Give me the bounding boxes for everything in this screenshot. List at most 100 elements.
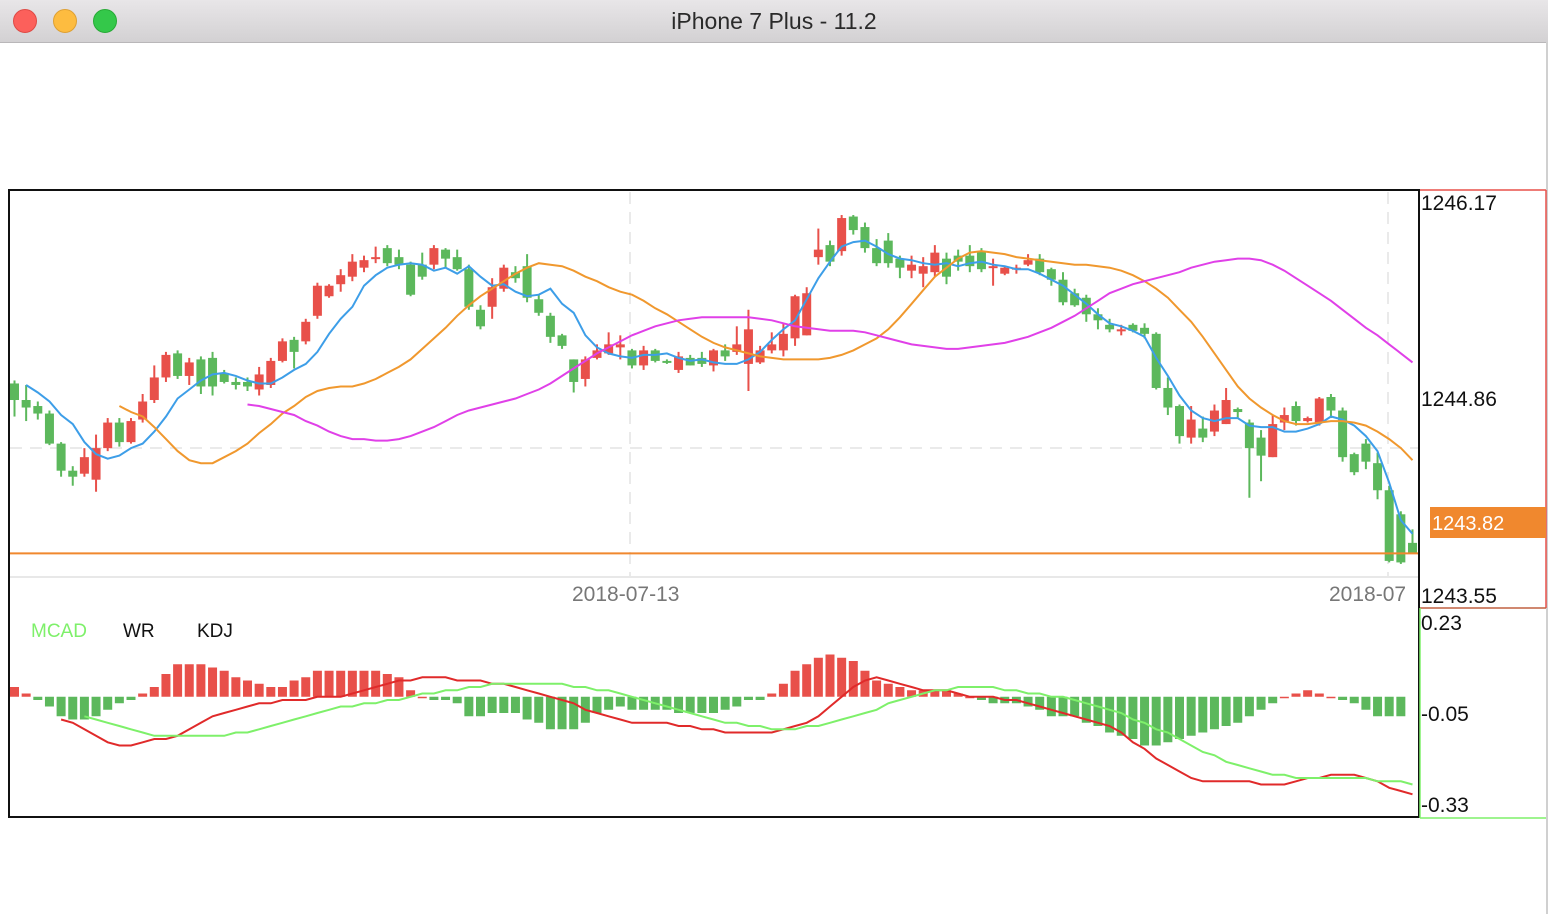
candle-body xyxy=(1326,397,1336,411)
candle-body xyxy=(697,357,707,364)
macd-bar xyxy=(301,677,311,697)
macd-bar xyxy=(1326,696,1336,699)
dif-line xyxy=(60,676,1413,796)
candle-body xyxy=(965,255,975,267)
kline-grid xyxy=(10,192,1419,578)
candle-body xyxy=(406,264,416,295)
candle-body xyxy=(674,356,684,370)
macd-bar xyxy=(196,664,206,697)
candle-body xyxy=(976,251,986,270)
macd-bar xyxy=(907,690,917,697)
macd-bar xyxy=(545,696,555,730)
price-label-mid: 1244.86 xyxy=(1421,388,1497,411)
title-bar: iPhone 7 Plus - 11.2 xyxy=(0,0,1548,43)
macd-bar xyxy=(627,696,637,710)
candle-body xyxy=(1198,428,1208,438)
macd-bar xyxy=(91,696,101,717)
macd-bar xyxy=(359,670,369,697)
candle-body xyxy=(1128,324,1138,331)
macd-bar xyxy=(476,696,485,717)
candle-body xyxy=(720,350,730,357)
candle-body xyxy=(44,413,54,444)
macd-bar xyxy=(371,670,381,697)
tab-mcad[interactable]: MCAD xyxy=(31,621,87,642)
candle-body xyxy=(394,257,404,265)
candle-body xyxy=(114,422,124,443)
candle-body xyxy=(417,264,427,277)
candle-body xyxy=(1023,260,1033,265)
candle-body xyxy=(639,350,649,366)
candle-body xyxy=(930,252,940,273)
macd-bar xyxy=(1338,696,1348,700)
candle-body xyxy=(1338,410,1348,458)
macd-bar xyxy=(417,696,427,699)
candle-body xyxy=(1163,387,1173,408)
macd-bar xyxy=(394,677,404,697)
macd-bar xyxy=(347,670,357,697)
candle-body xyxy=(837,218,847,252)
macd-bar xyxy=(382,674,392,697)
macd-bar xyxy=(872,680,882,697)
macd-bar xyxy=(1140,696,1150,746)
candle-body xyxy=(872,248,882,264)
candle-body xyxy=(1384,490,1394,561)
candle-body xyxy=(464,269,474,307)
minimize-window-button[interactable] xyxy=(53,9,77,33)
macd-bar xyxy=(173,664,183,697)
macd-bar xyxy=(243,680,252,697)
macd-bar xyxy=(406,690,416,697)
candle-body xyxy=(743,329,753,364)
close-window-button[interactable] xyxy=(13,9,37,33)
macd-bar xyxy=(1163,696,1173,743)
candle-body xyxy=(1244,422,1254,449)
macd-bar xyxy=(429,696,439,700)
candle-body xyxy=(1116,329,1126,332)
macd-bar xyxy=(848,661,858,697)
candle-body xyxy=(1035,258,1045,273)
maximize-window-button[interactable] xyxy=(93,9,117,33)
date-label-1: 2018-07-13 xyxy=(572,583,679,606)
candle-body xyxy=(138,401,148,420)
candle-body xyxy=(534,299,544,313)
macd-bar xyxy=(895,687,905,697)
candle-body xyxy=(1175,406,1184,437)
tab-wr[interactable]: WR xyxy=(123,621,155,642)
tab-kdj[interactable]: KDJ xyxy=(197,621,233,642)
candle-body xyxy=(266,360,276,385)
macd-bar xyxy=(79,696,89,720)
macd-bar xyxy=(277,687,287,697)
candle-body xyxy=(1314,398,1324,423)
candle-body xyxy=(336,275,346,285)
candle-body xyxy=(1093,314,1103,321)
macd-bar xyxy=(487,696,497,713)
candle-body xyxy=(126,421,136,443)
macd-bar xyxy=(790,670,800,697)
candle-body xyxy=(254,374,264,390)
macd-bar xyxy=(44,696,54,707)
date-label-clip xyxy=(698,580,718,606)
macd-bar xyxy=(1244,696,1254,717)
candle-body xyxy=(732,344,742,352)
macd-bar xyxy=(720,696,730,710)
macd-bar xyxy=(499,696,509,713)
macd-bar xyxy=(1209,696,1219,730)
candle-body xyxy=(1256,437,1266,456)
candle-body xyxy=(487,287,497,307)
macd-bar xyxy=(1186,696,1196,736)
candle-body xyxy=(883,240,893,264)
macd-bar xyxy=(231,677,241,697)
macd-bar xyxy=(639,696,649,710)
macd-label-mid: -0.05 xyxy=(1421,703,1469,726)
chart-frame xyxy=(8,189,1420,818)
moving-average-lines xyxy=(25,239,1414,535)
macd-bar xyxy=(324,670,334,697)
macd-bar xyxy=(336,670,346,697)
macd-bar xyxy=(1070,696,1080,717)
candle-body xyxy=(277,341,287,361)
candle-body xyxy=(918,266,928,274)
candle-body xyxy=(790,296,800,339)
ma30-line xyxy=(247,257,1414,442)
window-title: iPhone 7 Plus - 11.2 xyxy=(671,8,877,34)
